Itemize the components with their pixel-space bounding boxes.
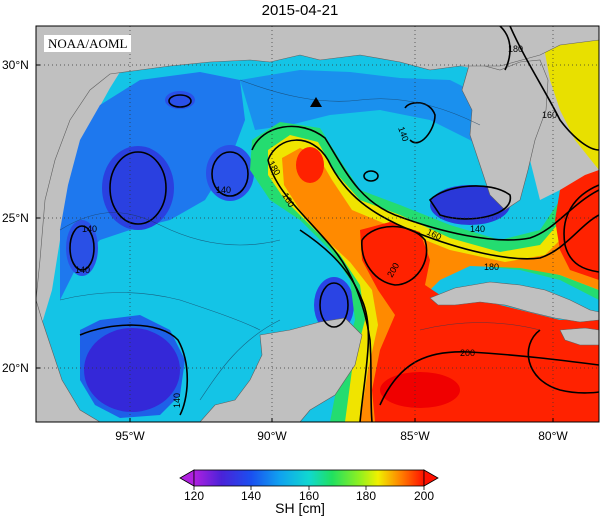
warm-cell-south [380, 372, 460, 408]
contour-label: 140 [75, 265, 90, 275]
lat-label-25: 25°N [2, 211, 29, 225]
low-west-3 [66, 220, 98, 276]
colorbar-high-arrow [423, 469, 439, 487]
contour-140-small [363, 170, 379, 182]
colorbar [193, 469, 425, 487]
lon-label-80: 80°W [538, 429, 568, 443]
colorbar-tick: 140 [241, 489, 261, 503]
contour-label: 160 [542, 110, 557, 120]
map-frame [35, 25, 600, 423]
contour-200-straits [563, 184, 599, 273]
contour-140-south-central [319, 282, 349, 328]
contour-label: 140 [172, 393, 182, 408]
atlantic-water [540, 26, 599, 170]
colorbar-low-arrow [179, 469, 195, 487]
contour-label: 180 [508, 44, 523, 54]
low-southwest [84, 328, 180, 412]
contour-label: 180 [484, 262, 499, 272]
colorbar-tick: 160 [299, 489, 319, 503]
contour-160-atlantic [499, 26, 511, 71]
contour-140-west-2 [211, 151, 249, 197]
contour-label: 140 [216, 185, 231, 195]
lon-label-85: 85°W [400, 429, 430, 443]
contour-140-florida-shelf [428, 185, 511, 220]
contour-140-southwest [79, 324, 189, 416]
colorbar-tick: 180 [356, 489, 376, 503]
yucatan-land [199, 317, 363, 422]
florida-land [461, 59, 549, 211]
map-title: 2015-04-21 [261, 2, 339, 19]
contour-label: 140 [396, 125, 411, 143]
low-west-1 [102, 146, 174, 230]
contour-140-west [109, 151, 167, 225]
colorbar-tick: 120 [184, 489, 204, 503]
hispaniola-land [559, 327, 599, 346]
loop-current-yellow [268, 135, 599, 422]
contour-label: 140 [82, 224, 97, 234]
contour-label: 200 [460, 348, 475, 358]
contour-180-southeast [527, 329, 599, 394]
contour-160-loop-south [299, 229, 370, 422]
lat-label-20: 20°N [2, 361, 29, 375]
contour-160-loop [251, 125, 599, 241]
colorbar-tick: 200 [414, 489, 434, 503]
contour-180-atlantic [509, 26, 599, 151]
mexico-land [36, 299, 101, 422]
low-west-2 [206, 145, 254, 201]
contour-label: 140 [470, 224, 485, 234]
cuba-land [429, 281, 599, 323]
contour-200-south [379, 350, 599, 406]
warm-eddy-north [296, 147, 324, 183]
blue-north-region [240, 70, 510, 160]
lat-label-30: 30°N [2, 58, 29, 72]
lon-label-90: 90°W [257, 429, 287, 443]
colorbar-title: SH [cm] [275, 500, 325, 516]
contour-140-north-east [404, 101, 436, 144]
contour-140-west-3 [69, 225, 95, 271]
contour-200-eddy [361, 225, 428, 286]
contour-180-loop-south [267, 159, 373, 422]
loop-current-orange [282, 148, 599, 422]
contour-140-north [168, 94, 192, 108]
lon-label-95: 95°W [115, 429, 145, 443]
us-gulf-coast [36, 26, 599, 301]
station-marker [310, 97, 322, 107]
credit-label: NOAA/AOML [44, 35, 132, 52]
